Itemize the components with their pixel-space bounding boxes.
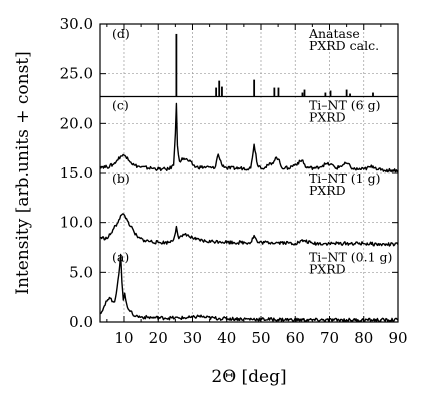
y-tick-label: 0.0 <box>69 313 93 331</box>
y-tick-label: 30.0 <box>60 15 93 33</box>
x-tick-label: 80 <box>354 329 373 347</box>
series-pattern-line <box>100 213 399 247</box>
annotation-label: PXRD <box>309 261 346 276</box>
y-tick-label: 5.0 <box>69 263 93 281</box>
annotation-label: (a) <box>112 249 129 264</box>
series-pattern-line <box>99 253 399 323</box>
plot-frame <box>99 23 399 323</box>
y-tick-label: 10.0 <box>60 214 93 232</box>
x-tick-label: 70 <box>320 329 339 347</box>
x-tick-label: 10 <box>114 329 133 347</box>
y-tick-label: 15.0 <box>60 164 93 182</box>
annotation-label: Ti–NT (1 g) <box>309 171 381 186</box>
series-layer <box>99 33 399 323</box>
x-tick-label: 40 <box>217 329 236 347</box>
annotation-label: PXRD calc. <box>309 38 379 53</box>
y-tick-label: 20.0 <box>60 114 93 132</box>
series-pattern-line <box>99 102 399 173</box>
annotation-label: (c) <box>112 97 129 112</box>
x-tick-label: 90 <box>388 329 407 347</box>
annotation-label: (d) <box>112 26 130 41</box>
x-tick-label: 20 <box>149 329 168 347</box>
annotation-label: PXRD <box>309 109 346 124</box>
annotation-label: PXRD <box>309 183 346 198</box>
y-tick-label: 25.0 <box>60 65 93 83</box>
annotation-label: Anatase <box>308 26 360 41</box>
x-tick-label: 50 <box>251 329 270 347</box>
tick-layer: 10 20 30 40 50 60 70 80 90 0.0 5.0 10.0 15.0 20.0 25.0… <box>60 15 408 347</box>
series-anatase-sticks <box>175 33 374 97</box>
annotation-label: Ti–NT (0.1 g) <box>309 249 392 264</box>
x-tick-label: 60 <box>286 329 305 347</box>
annotation-label: (b) <box>112 171 130 186</box>
annotation-label: Ti–NT (6 g) <box>309 97 381 112</box>
y-axis-title: Intensity [arb.units + const] <box>13 51 33 295</box>
x-axis-title: 2Θ [deg] <box>211 367 286 387</box>
grid-layer <box>100 24 398 322</box>
x-tick-label: 30 <box>183 329 202 347</box>
